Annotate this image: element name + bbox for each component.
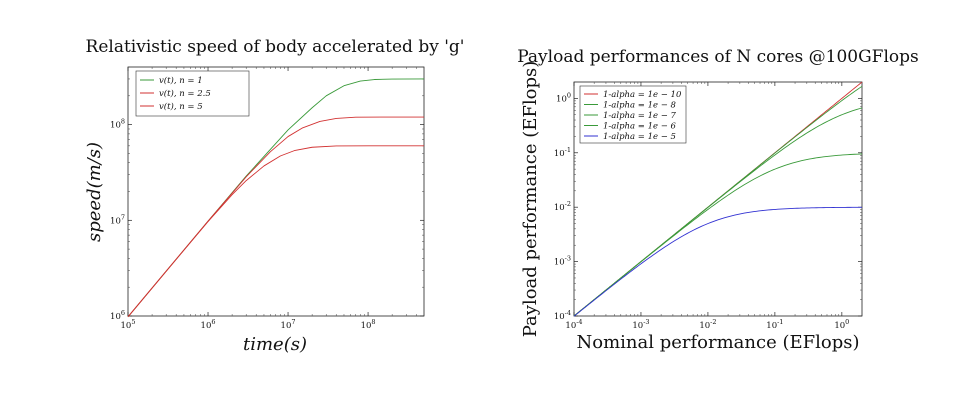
chart2-xtick-label: 10-3 [632, 318, 649, 331]
chart1-xtick-label: 105 [121, 318, 136, 331]
chart2-title: Payload performances of N cores @100GFlo… [517, 47, 919, 67]
chart2-ytick-label: 10-4 [554, 309, 571, 322]
chart2-ylabel: Payload performance (EFlops) [520, 61, 541, 338]
chart-payload-performance: Payload performances of N cores @100GFlo… [517, 47, 919, 353]
chart1-legend: v(t), n = 1 v(t), n = 2.5 v(t), n = 5 [135, 70, 250, 117]
chart1-legend-label: v(t), n = 5 [159, 101, 203, 112]
chart1-series-line [127, 116, 424, 318]
chart1-legend-label: v(t), n = 1 [159, 75, 203, 86]
chart1-xtick-label: 108 [361, 318, 376, 331]
chart1-legend-box [135, 70, 250, 117]
chart1-xtick-label: 106 [201, 318, 216, 331]
chart2-ytick-label: 10-3 [554, 255, 571, 268]
chart2-xlabel: Nominal performance (EFlops) [577, 332, 860, 353]
chart2-series-line [573, 206, 863, 317]
chart2-ytick-label: 10-2 [554, 200, 571, 213]
chart2-ytick-label: 100 [556, 91, 571, 104]
chart2-xtick-label: 10-2 [699, 318, 716, 331]
chart2-legend-label: 1-alpha = 1e − 5 [603, 132, 676, 142]
chart2-legend-label: 1-alpha = 1e − 10 [603, 90, 682, 100]
chart1-ylabel: speed(m/s) [84, 142, 105, 242]
chart1-ytick-label: 107 [110, 213, 125, 226]
chart2-plot-frame [573, 81, 863, 317]
chart1-ytick-label: 108 [110, 118, 125, 131]
chart2-legend-label: 1-alpha = 1e − 6 [603, 122, 677, 132]
chart1-legend-label: v(t), n = 2.5 [159, 88, 211, 99]
chart2-xtick-label: 10-1 [766, 318, 783, 331]
chart1-xtick-label: 107 [281, 318, 296, 331]
chart2-legend-label: 1-alpha = 1e − 7 [603, 111, 677, 121]
chart1-ytick-label: 106 [110, 309, 125, 322]
chart2-legend: 1-alpha = 1e − 101-alpha = 1e − 81-alpha… [579, 85, 687, 144]
chart2-xtick-label: 10-4 [565, 318, 582, 331]
chart2-ytick-label: 10-1 [554, 146, 571, 159]
chart1-series-line [127, 145, 424, 318]
chart1-title: Relativistic speed of body accelerated b… [86, 37, 465, 57]
chart2-legend-label: 1-alpha = 1e − 8 [603, 101, 677, 111]
chart2-xtick-label: 100 [834, 318, 849, 331]
chart1-xlabel: time(s) [243, 334, 307, 355]
chart2-series-line [573, 153, 863, 317]
chart-relativistic-speed: Relativistic speed of body accelerated b… [84, 37, 464, 355]
